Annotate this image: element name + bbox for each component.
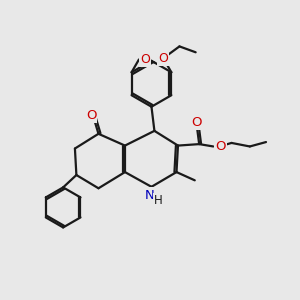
Text: H: H [154, 194, 162, 207]
Text: N: N [145, 188, 155, 202]
Text: O: O [86, 109, 96, 122]
Text: O: O [215, 140, 226, 153]
Text: O: O [140, 53, 150, 66]
Text: O: O [158, 52, 168, 65]
Text: O: O [191, 116, 202, 128]
